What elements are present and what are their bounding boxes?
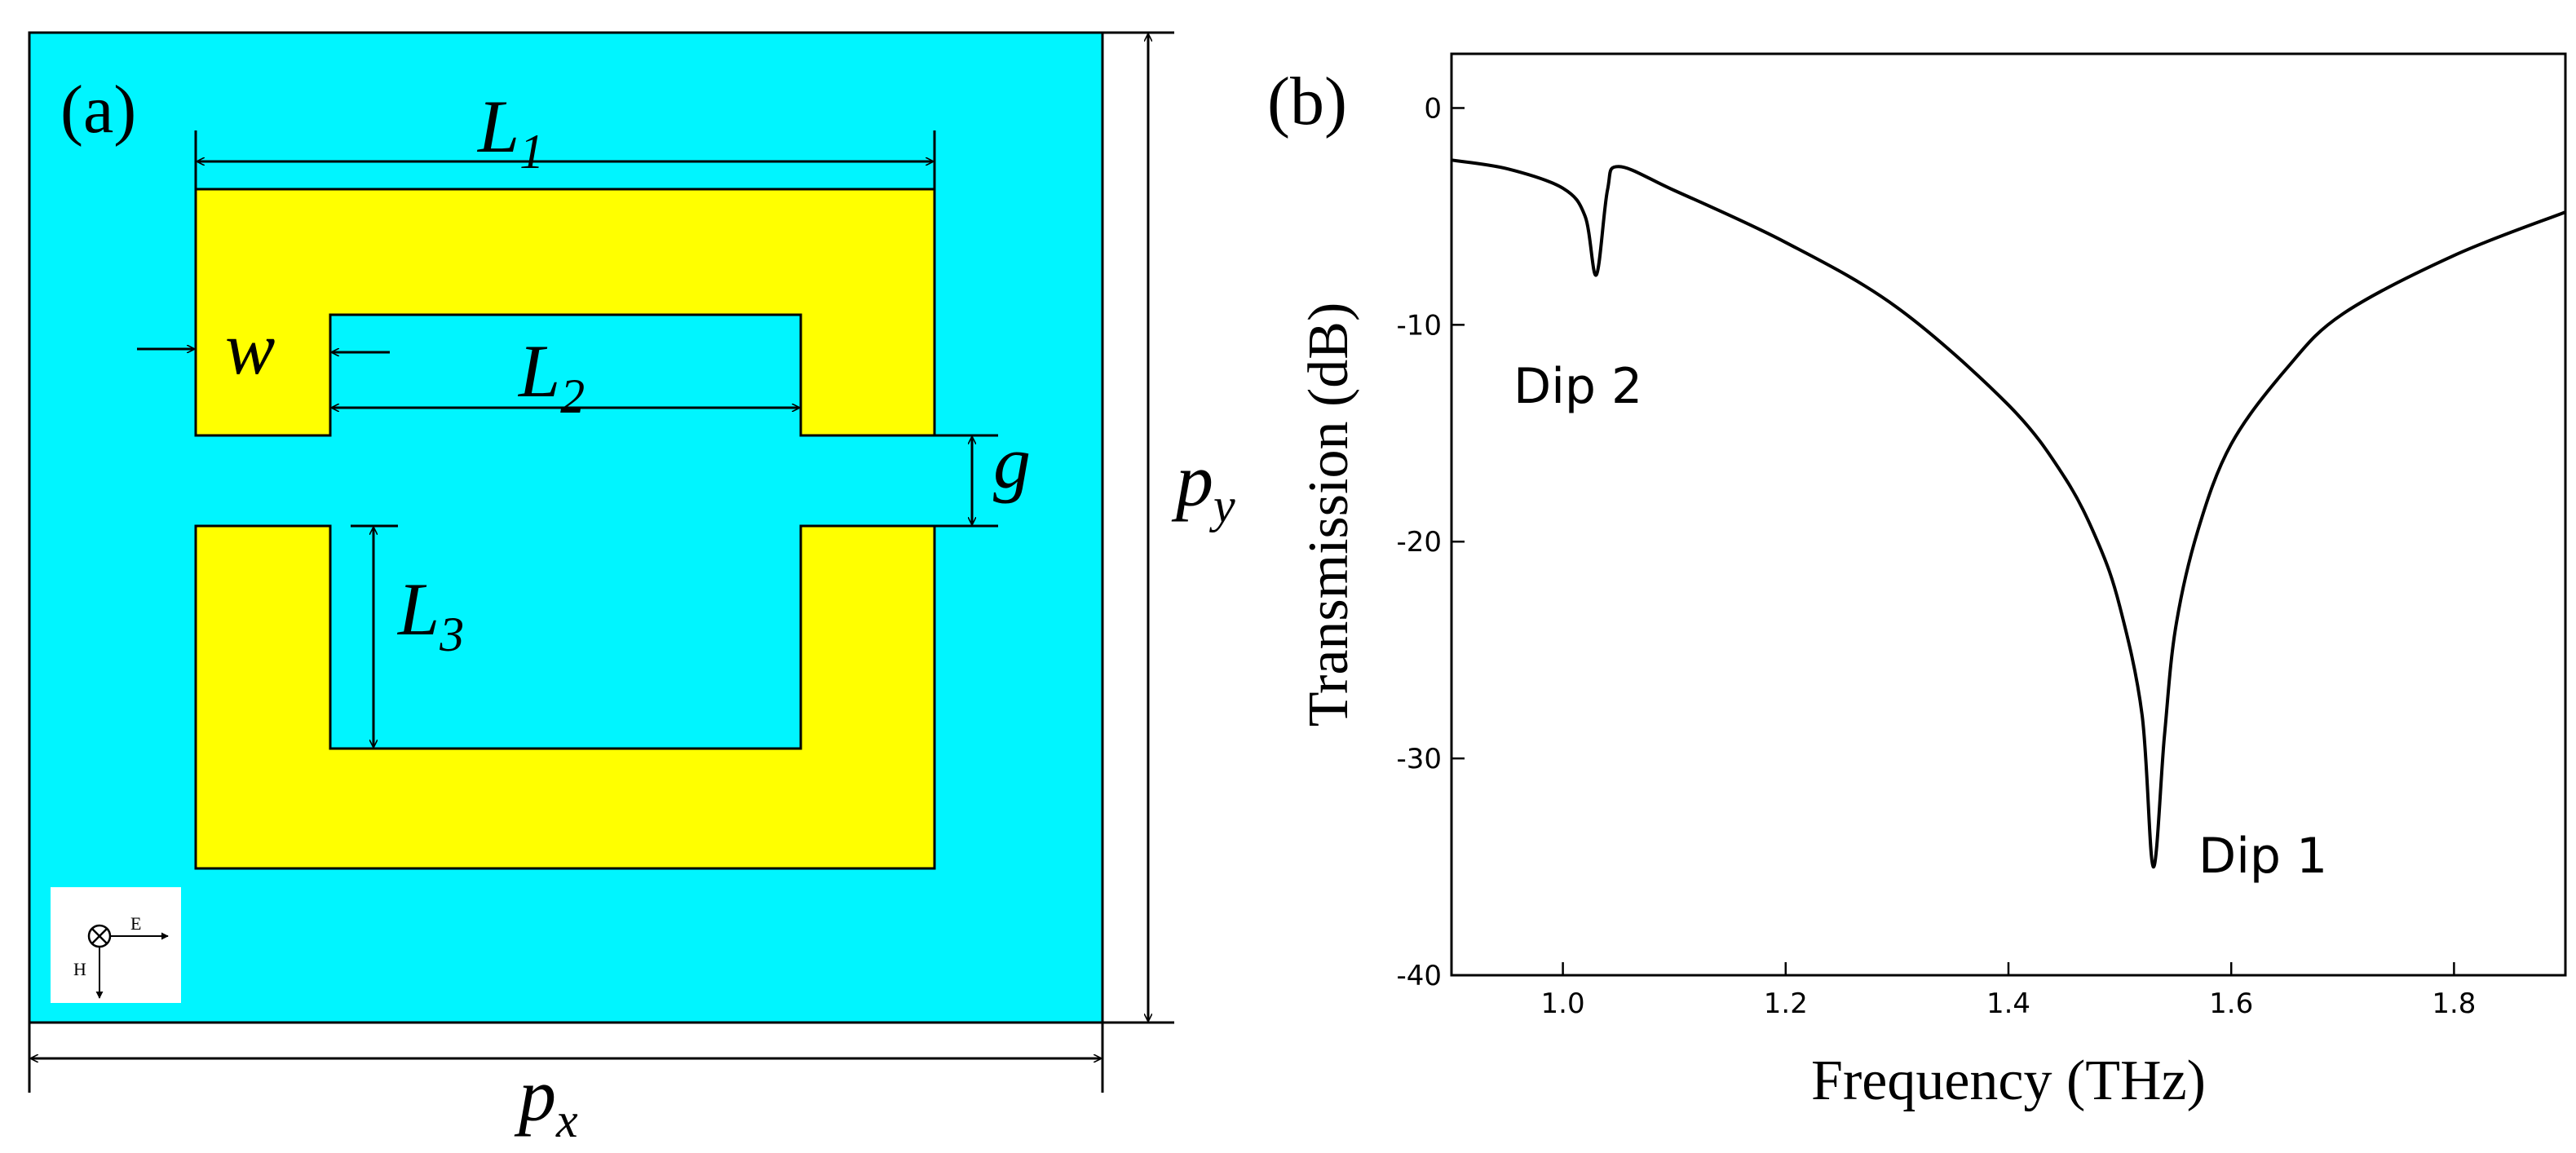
k-cross-b: [91, 928, 108, 944]
w-label: w: [225, 307, 275, 390]
l3-label: L3: [396, 568, 464, 661]
x-axis-title: Frequency (THz): [1811, 1049, 2206, 1112]
y-tick-label: -40: [1396, 960, 1442, 992]
panel-b-label: (b): [1267, 64, 1347, 139]
y-axis-ticks: 0 -10 -20 -30 -40: [1396, 92, 1465, 992]
polarization-legend: E H: [51, 887, 181, 1003]
dip-1-annotation: Dip 1: [2198, 828, 2327, 885]
py-label: py: [1171, 439, 1235, 532]
panel-b: (b) 1.0 1.2 1.4 1.6 1.8 0 -10 -20 -30 -40 Freque…: [1267, 52, 2567, 1112]
y-tick-label: -10: [1396, 309, 1442, 342]
panel-a-label: (a): [60, 72, 136, 148]
plot-frame: [1450, 52, 2567, 977]
legend-box: [51, 887, 181, 1003]
x-tick-label: 1.8: [2432, 987, 2476, 1020]
x-axis-ticks: 1.0 1.2 1.4 1.6 1.8: [1541, 962, 2476, 1020]
unit-cell-background: [28, 31, 1104, 1024]
x-tick-label: 1.6: [2209, 987, 2253, 1020]
y-tick-label: -30: [1396, 743, 1442, 775]
x-tick-label: 1.4: [1986, 987, 2030, 1020]
y-axis-title: Transmission (dB): [1297, 303, 1360, 727]
dip-2-annotation: Dip 2: [1513, 358, 1642, 415]
l2-label: L2: [517, 329, 585, 423]
l1-label: L1: [476, 85, 544, 179]
g-label: g: [993, 421, 1031, 504]
x-tick-label: 1.2: [1764, 987, 1808, 1020]
y-tick-label: -20: [1396, 526, 1442, 559]
px-label: px: [514, 1054, 578, 1147]
e-field-label: E: [130, 913, 141, 934]
panel-a: (a) L1 w L2 g L3 py: [28, 31, 1235, 1147]
upper-c-resonator: [194, 188, 936, 437]
x-tick-label: 1.0: [1541, 987, 1585, 1020]
h-field-label: H: [73, 959, 86, 979]
lower-u-resonator: [194, 524, 936, 870]
transmission-curve: [1451, 158, 2566, 869]
y-tick-label: 0: [1424, 92, 1442, 125]
